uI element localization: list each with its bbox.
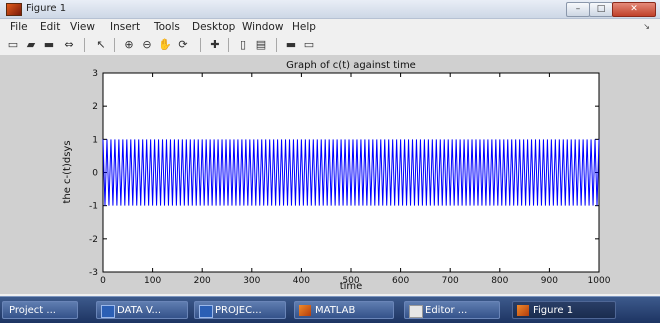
pan-icon[interactable]: ✋ <box>158 38 172 51</box>
system-tray[interactable] <box>628 301 658 319</box>
matlab-icon <box>517 305 529 316</box>
matlab-icon <box>299 305 311 316</box>
x-tick-label: 0 <box>100 276 106 286</box>
close-icon: ✕ <box>630 4 638 14</box>
series-line <box>102 139 600 206</box>
y-axis-label: the c-(t)dsys <box>62 140 73 203</box>
show-plot-tools-icon[interactable]: ▭ <box>303 38 315 51</box>
close-button[interactable]: ✕ <box>612 2 656 17</box>
editor-icon <box>409 305 423 318</box>
figure-toolbar: ▭ ▰ ▬ ⇔ ↖ ⊕ ⊖ ✋ ⟳ ✚ ▯ ▤ ▬ ▭ <box>0 35 660 56</box>
toolbar-separator <box>200 38 201 52</box>
y-tick-label: -1 <box>89 202 98 212</box>
chart-title: Graph of c(t) against time <box>286 60 416 71</box>
rotate-icon[interactable]: ⟳ <box>178 38 188 51</box>
taskbar-item-label: DATA V... <box>117 305 162 316</box>
insert-legend-icon[interactable]: ▤ <box>255 38 267 51</box>
minimize-button[interactable]: – <box>566 2 590 17</box>
taskbar-item-data[interactable]: DATA V... <box>96 301 188 319</box>
maximize-button[interactable]: □ <box>589 2 613 17</box>
taskbar-item-project[interactable]: Project ... <box>2 301 78 319</box>
save-icon[interactable]: ▬ <box>43 38 55 51</box>
taskbar-item-label: Editor ... <box>425 305 468 316</box>
menu-bar: File Edit View Insert Tools Desktop Wind… <box>0 19 660 35</box>
dock-arrow-icon[interactable]: ↘ <box>643 22 650 31</box>
y-tick-label: 3 <box>92 69 98 79</box>
x-tick-label: 300 <box>243 276 260 286</box>
series-group <box>102 139 600 206</box>
x-tick-label: 500 <box>342 276 359 286</box>
zoom-out-icon[interactable]: ⊖ <box>142 38 152 51</box>
toolbar-separator <box>84 38 85 52</box>
menu-edit[interactable]: Edit <box>40 21 61 33</box>
taskbar-item-label: MATLAB <box>315 305 356 316</box>
x-tick-label: 1000 <box>588 276 611 286</box>
x-tick-label: 900 <box>541 276 558 286</box>
zoom-in-icon[interactable]: ⊕ <box>124 38 134 51</box>
select-arrow-icon[interactable]: ↖ <box>96 38 106 51</box>
menu-file[interactable]: File <box>10 21 28 33</box>
plot-svg: Graph of c(t) against time time the c-(t… <box>62 60 611 292</box>
maximize-icon: □ <box>596 4 606 14</box>
insert-colorbar-icon[interactable]: ▯ <box>239 38 247 51</box>
x-tick-label: 400 <box>293 276 310 286</box>
menu-view[interactable]: View <box>70 21 95 33</box>
word-icon <box>101 305 115 318</box>
open-file-icon[interactable]: ▰ <box>26 38 36 51</box>
window-title: Figure 1 <box>26 3 67 14</box>
toolbar-separator <box>276 38 277 52</box>
new-figure-icon[interactable]: ▭ <box>7 38 19 51</box>
toolbar-separator <box>228 38 229 52</box>
menu-help[interactable]: Help <box>292 21 316 33</box>
print-icon[interactable]: ⇔ <box>64 38 74 51</box>
x-tick-label: 200 <box>194 276 211 286</box>
y-tick-label: 2 <box>92 102 98 112</box>
taskbar-item-label: Figure 1 <box>533 305 574 316</box>
menu-desktop[interactable]: Desktop <box>192 21 236 33</box>
taskbar-item-label: Project ... <box>9 305 56 316</box>
word-icon <box>199 305 213 318</box>
y-tick-label: 1 <box>92 135 98 145</box>
window-titlebar[interactable]: Figure 1 – □ ✕ <box>0 0 660 19</box>
minimize-icon: – <box>575 4 581 14</box>
matlab-figure-icon <box>6 3 22 16</box>
toolbar-separator <box>114 38 115 52</box>
taskbar-item-matlab[interactable]: MATLAB <box>294 301 394 319</box>
x-tick-label: 800 <box>491 276 508 286</box>
x-axis-label: time <box>340 281 363 292</box>
menu-insert[interactable]: Insert <box>110 21 141 33</box>
x-tick-label: 700 <box>442 276 459 286</box>
x-tick-label: 600 <box>392 276 409 286</box>
os-taskbar: Project ... DATA V... PROJEC... MATLAB E… <box>0 296 660 323</box>
y-tick-label: 0 <box>92 169 98 179</box>
menu-window[interactable]: Window <box>242 21 284 33</box>
y-tick-label: -3 <box>89 268 98 278</box>
taskbar-item-editor[interactable]: Editor ... <box>404 301 500 319</box>
figure-canvas: Graph of c(t) against time time the c-(t… <box>0 56 660 294</box>
menu-tools[interactable]: Tools <box>154 21 180 33</box>
hide-plot-tools-icon[interactable]: ▬ <box>285 38 297 51</box>
taskbar-item-figure[interactable]: Figure 1 <box>512 301 616 319</box>
taskbar-item-label: PROJEC... <box>215 305 262 316</box>
data-cursor-icon[interactable]: ✚ <box>210 38 220 51</box>
y-tick-label: -2 <box>89 235 98 245</box>
axis-ticks: 0 100 200 300 400 500 600 700 800 900 1000 -3 -2 -1 0 1… <box>89 69 611 286</box>
x-tick-label: 100 <box>144 276 161 286</box>
taskbar-item-projec[interactable]: PROJEC... <box>194 301 286 319</box>
